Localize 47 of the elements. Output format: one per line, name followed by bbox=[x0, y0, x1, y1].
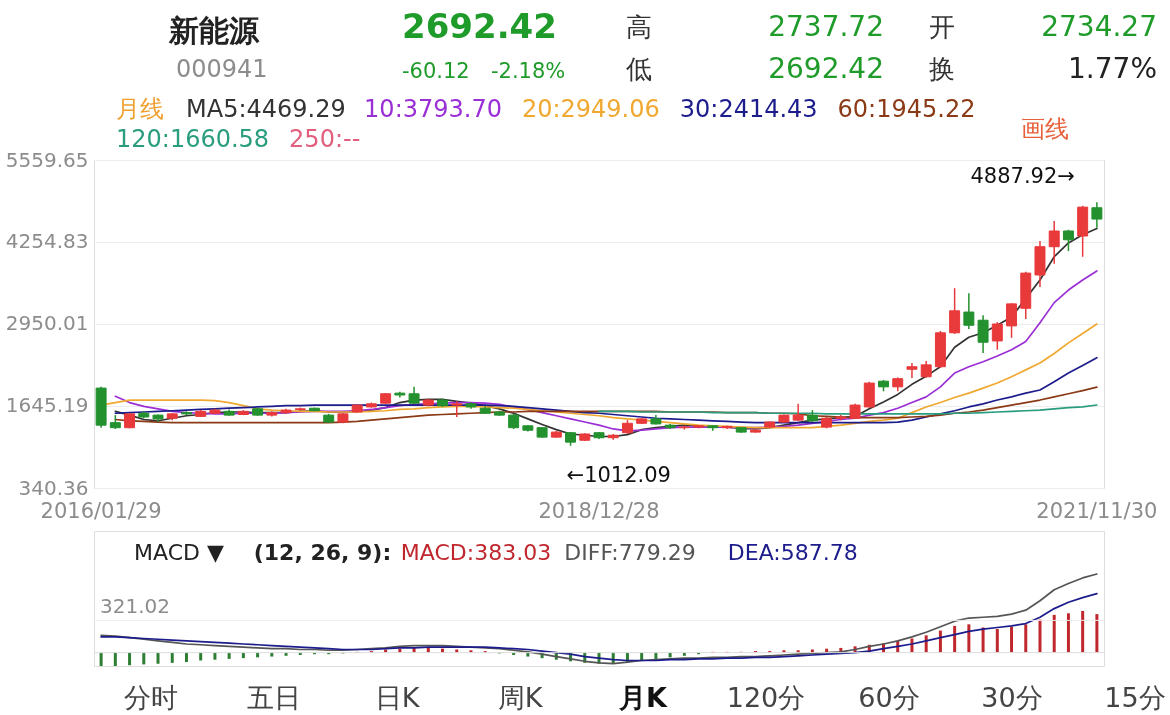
y-tick-label: 5559.65 bbox=[5, 147, 89, 172]
text: 分时 bbox=[124, 682, 178, 713]
text: 2734.27 bbox=[1041, 10, 1157, 43]
text: 2737.72 bbox=[768, 10, 884, 43]
text: 高 bbox=[626, 12, 652, 42]
x-tick-label: 2016/01/29 bbox=[40, 498, 162, 523]
text: 20:2949.06 bbox=[521, 95, 660, 123]
text: 低 bbox=[626, 54, 652, 84]
chart-subtitle: (12, 26, 9): bbox=[253, 540, 392, 565]
text: -60.12 bbox=[402, 59, 470, 83]
text: 周K bbox=[497, 682, 544, 713]
text: 30分 bbox=[981, 682, 1043, 713]
text: 15分 bbox=[1104, 682, 1166, 713]
text: MA5:4469.29 bbox=[186, 95, 346, 123]
text: -2.18% bbox=[491, 59, 566, 83]
text: 2692.42 bbox=[402, 6, 557, 46]
text: 60分 bbox=[858, 682, 920, 713]
text: 日K bbox=[374, 682, 421, 713]
text: 120分 bbox=[726, 682, 806, 713]
text: 开 bbox=[929, 12, 955, 42]
annotation: 4887.92→ bbox=[970, 164, 1075, 189]
y-tick-label: 2950.01 bbox=[5, 311, 89, 336]
annotation: 321.02 bbox=[100, 594, 170, 619]
text: 五日 bbox=[247, 682, 301, 713]
y-tick-label: 340.36 bbox=[18, 475, 89, 500]
text: 月K bbox=[618, 682, 669, 713]
text: 120:1660.58 bbox=[116, 125, 270, 153]
text: 10:3793.70 bbox=[364, 95, 502, 123]
text: 000941 bbox=[176, 55, 268, 83]
legend-title: 月线 bbox=[116, 95, 164, 123]
annotation: ←1012.09 bbox=[566, 462, 671, 487]
text: 30:2414.43 bbox=[679, 95, 818, 123]
text: DEA:587.78 bbox=[727, 540, 858, 565]
text: DIFF:779.29 bbox=[564, 540, 696, 565]
legend-label: 250:-- bbox=[289, 125, 361, 153]
text: MACD:383.03 bbox=[400, 540, 552, 565]
text: 换 bbox=[929, 54, 955, 84]
chart-title: MACD ▼ bbox=[134, 540, 224, 565]
x-tick-label: 2018/12/28 bbox=[538, 498, 660, 523]
y-tick-label: 4254.83 bbox=[5, 229, 89, 254]
x-tick-label: 2021/11/30 bbox=[1036, 498, 1158, 523]
y-tick-label: 1645.19 bbox=[5, 393, 89, 418]
text: 2692.42 bbox=[768, 52, 884, 85]
text: 60:1945.22 bbox=[837, 95, 976, 123]
text: 新能源 bbox=[168, 13, 260, 48]
text: 1.77% bbox=[1068, 52, 1157, 85]
text: 画线 bbox=[1021, 115, 1069, 143]
